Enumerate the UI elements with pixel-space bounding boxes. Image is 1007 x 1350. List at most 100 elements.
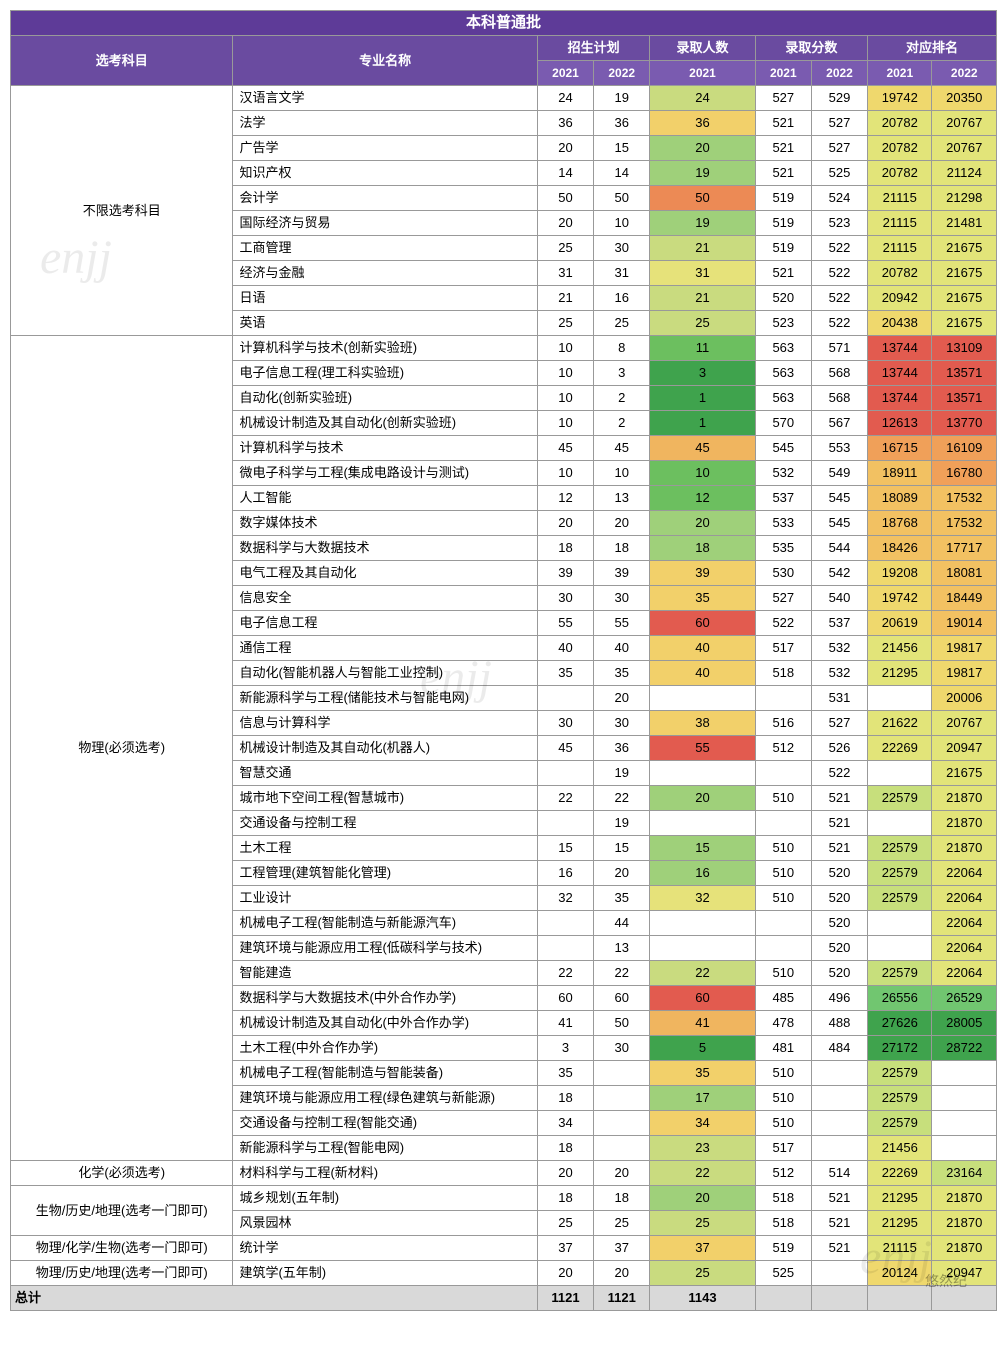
- score-2021: 532: [755, 461, 811, 486]
- score-2021: 521: [755, 161, 811, 186]
- major-cell: 信息安全: [233, 586, 537, 611]
- rank-2021: 19208: [868, 561, 932, 586]
- rank-2022: 13571: [932, 386, 997, 411]
- admitted-2021: 60: [650, 611, 755, 636]
- admitted-2021: 35: [650, 1061, 755, 1086]
- rank-2022: 19014: [932, 611, 997, 636]
- rank-2021: 18768: [868, 511, 932, 536]
- admitted-2021: 19: [650, 161, 755, 186]
- plan-2021: 31: [537, 261, 593, 286]
- plan-2022: 50: [594, 1011, 650, 1036]
- major-cell: 建筑环境与能源应用工程(低碳科学与技术): [233, 936, 537, 961]
- rank-2021: 18426: [868, 536, 932, 561]
- score-2022: 521: [811, 786, 867, 811]
- table-row: 物理/化学/生物(选考一门即可)统计学373737519521211152187…: [11, 1236, 997, 1261]
- plan-2022: 35: [594, 661, 650, 686]
- subject-cell: 物理(必须选考): [11, 336, 233, 1161]
- plan-2022: [594, 1136, 650, 1161]
- plan-2022: [594, 1061, 650, 1086]
- rank-2021: 27172: [868, 1036, 932, 1061]
- score-2021: 535: [755, 536, 811, 561]
- major-cell: 材料科学与工程(新材料): [233, 1161, 537, 1186]
- rank-2022: 16109: [932, 436, 997, 461]
- rank-2021: 21295: [868, 1211, 932, 1236]
- major-cell: 建筑学(五年制): [233, 1261, 537, 1286]
- score-2022: 542: [811, 561, 867, 586]
- major-cell: 风景园林: [233, 1211, 537, 1236]
- admitted-2021: 55: [650, 736, 755, 761]
- admitted-2021: 20: [650, 136, 755, 161]
- plan-2022: 36: [594, 111, 650, 136]
- score-2022: 521: [811, 811, 867, 836]
- major-cell: 机械设计制造及其自动化(机器人): [233, 736, 537, 761]
- score-2021: 519: [755, 236, 811, 261]
- score-2021: 510: [755, 886, 811, 911]
- rank-2022: 17532: [932, 486, 997, 511]
- score-2021: 512: [755, 736, 811, 761]
- footer-watermark: 悠然纪: [925, 1271, 967, 1291]
- rank-2021: [868, 911, 932, 936]
- total-row: 总计112111211143: [11, 1286, 997, 1311]
- score-2022: 522: [811, 236, 867, 261]
- plan-2022: 13: [594, 486, 650, 511]
- plan-2022: [594, 1086, 650, 1111]
- rank-2022: 20947: [932, 736, 997, 761]
- plan-2022: 55: [594, 611, 650, 636]
- plan-2021: 45: [537, 436, 593, 461]
- score-2021: 523: [755, 311, 811, 336]
- major-cell: 数据科学与大数据技术: [233, 536, 537, 561]
- major-cell: 信息与计算科学: [233, 711, 537, 736]
- major-cell: 计算机科学与技术: [233, 436, 537, 461]
- plan-2022: 44: [594, 911, 650, 936]
- admitted-2021: 34: [650, 1111, 755, 1136]
- plan-2022: 39: [594, 561, 650, 586]
- score-2021: [755, 686, 811, 711]
- rank-2021: 19742: [868, 86, 932, 111]
- score-2022: 488: [811, 1011, 867, 1036]
- plan-2021: 30: [537, 711, 593, 736]
- major-cell: 电气工程及其自动化: [233, 561, 537, 586]
- major-cell: 数据科学与大数据技术(中外合作办学): [233, 986, 537, 1011]
- major-cell: 数字媒体技术: [233, 511, 537, 536]
- plan-2021: 34: [537, 1111, 593, 1136]
- rank-2022: 21481: [932, 211, 997, 236]
- score-2021: 521: [755, 261, 811, 286]
- rank-2022: 20767: [932, 136, 997, 161]
- rank-2022: 21675: [932, 236, 997, 261]
- major-cell: 土木工程: [233, 836, 537, 861]
- major-cell: 会计学: [233, 186, 537, 211]
- rank-2021: 19742: [868, 586, 932, 611]
- rank-2022: 21870: [932, 1186, 997, 1211]
- rank-2021: 21622: [868, 711, 932, 736]
- plan-2022: 13: [594, 936, 650, 961]
- rank-2022: 19817: [932, 636, 997, 661]
- plan-2022: 3: [594, 361, 650, 386]
- score-2022: 532: [811, 661, 867, 686]
- rank-2021: 26556: [868, 986, 932, 1011]
- score-2021: 519: [755, 186, 811, 211]
- score-2022: 522: [811, 761, 867, 786]
- plan-2021: [537, 936, 593, 961]
- col-year: 2021: [537, 61, 593, 86]
- score-2021: 481: [755, 1036, 811, 1061]
- major-cell: 智能建造: [233, 961, 537, 986]
- plan-2021: 20: [537, 211, 593, 236]
- plan-2021: [537, 811, 593, 836]
- table-row: 化学(必须选考)材料科学与工程(新材料)20202251251422269231…: [11, 1161, 997, 1186]
- admitted-2021: 39: [650, 561, 755, 586]
- plan-2022: 30: [594, 236, 650, 261]
- col-year: 2022: [811, 61, 867, 86]
- table-row: 物理(必须选考)计算机科学与技术(创新实验班)10811563571137441…: [11, 336, 997, 361]
- plan-2022: 37: [594, 1236, 650, 1261]
- plan-2022: 35: [594, 886, 650, 911]
- plan-2021: 10: [537, 361, 593, 386]
- plan-2022: 31: [594, 261, 650, 286]
- plan-2022: 2: [594, 386, 650, 411]
- plan-2022: 22: [594, 786, 650, 811]
- score-2022: 524: [811, 186, 867, 211]
- major-cell: 法学: [233, 111, 537, 136]
- total-cell: [755, 1286, 811, 1311]
- rank-2021: [868, 811, 932, 836]
- admitted-2021: 1: [650, 411, 755, 436]
- plan-2021: 30: [537, 586, 593, 611]
